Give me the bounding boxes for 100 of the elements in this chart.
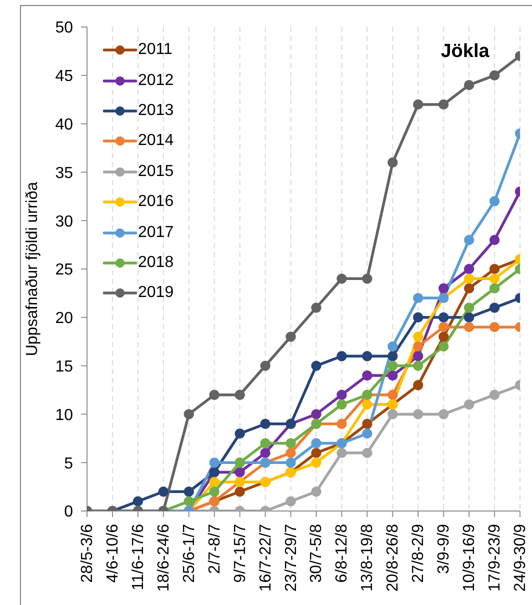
point [362, 418, 372, 429]
y-tick-label: 40 [55, 116, 74, 134]
point [438, 322, 449, 332]
x-tick-label: 16/7-22/7 [256, 524, 274, 592]
point [489, 322, 500, 332]
y-tick-label: 45 [55, 68, 74, 86]
point [413, 341, 424, 352]
y-tick-label: 10 [55, 406, 74, 424]
y-tick-label: 30 [55, 213, 74, 230]
point [362, 351, 372, 362]
point [388, 409, 398, 420]
point [311, 458, 322, 468]
legend-label: 2013 [138, 102, 174, 120]
x-tick-label: 25/6-1/7 [180, 524, 198, 583]
point [413, 292, 424, 304]
x-tick-label: 10/9-16/9 [460, 524, 478, 592]
point [438, 283, 449, 294]
point [489, 234, 500, 246]
y-tick-label: 25 [55, 262, 74, 279]
legend-label: 2018 [138, 254, 174, 272]
point [489, 283, 500, 294]
point [209, 486, 220, 497]
legend-label: 2011 [138, 41, 172, 60]
point [260, 418, 270, 429]
point [336, 448, 347, 458]
point [311, 448, 322, 458]
point [413, 351, 424, 362]
x-tick-label: 20/8-26/8 [384, 524, 402, 592]
legend-label: 2014 [138, 132, 174, 150]
point [438, 332, 449, 342]
point [336, 390, 347, 400]
point [413, 409, 424, 420]
point [413, 99, 424, 110]
point [132, 496, 144, 506]
x-tick-label: 23/7-29/7 [282, 524, 300, 592]
point [260, 360, 270, 371]
y-tick-label: 20 [55, 310, 74, 328]
point [158, 486, 169, 497]
text: Jökla [440, 40, 490, 64]
y-tick-label: 50 [55, 20, 74, 37]
point [464, 302, 474, 313]
legend-label: 2017 [138, 224, 174, 242]
point [286, 332, 296, 342]
point [362, 448, 372, 458]
point [260, 438, 270, 448]
point [464, 322, 474, 332]
point [388, 351, 398, 362]
point [260, 448, 270, 458]
point [388, 370, 398, 381]
x-tick-label: 28/5-3/6 [78, 524, 96, 583]
point [464, 283, 474, 294]
point [464, 80, 474, 90]
point [438, 312, 449, 322]
legend-label: 2015 [138, 162, 174, 181]
point [438, 409, 449, 420]
point [464, 312, 474, 322]
point [209, 476, 220, 488]
point [388, 390, 398, 400]
point [336, 351, 347, 362]
x-tick-label: 24/9-30/9 [512, 524, 528, 592]
y-tick-label: 35 [55, 164, 74, 182]
point [489, 274, 500, 284]
point [362, 370, 372, 381]
point [362, 274, 372, 284]
point [336, 399, 347, 410]
point [286, 458, 296, 468]
x-tick-label: 17/9-23/9 [486, 524, 504, 592]
y-tick-label: 0 [64, 504, 74, 521]
x-tick-label: 2/7-8/7 [206, 524, 223, 574]
point [362, 428, 372, 439]
x-tick-label: 30/7-5/8 [308, 524, 325, 583]
point [184, 409, 194, 420]
point [184, 496, 194, 506]
x-tick-label: 27/8-2/9 [410, 524, 427, 583]
point [362, 399, 372, 410]
point [464, 399, 474, 410]
x-tick-label: 9/7-15/7 [231, 524, 248, 583]
y-tick-label: 15 [55, 358, 74, 376]
y-tick-label: 5 [64, 455, 74, 472]
point [413, 312, 424, 322]
point [336, 418, 347, 429]
point [311, 486, 322, 497]
point [311, 360, 322, 371]
legend-label: 2012 [138, 72, 174, 90]
point [286, 448, 296, 458]
y-axis-title: Uppsafnaður fjöldi urriða [24, 182, 40, 356]
point [413, 332, 424, 342]
point [311, 409, 322, 420]
point [489, 302, 500, 313]
point [489, 70, 500, 80]
x-tick-label: 18/6-24/6 [154, 524, 172, 592]
legend-label: 2019 [138, 284, 174, 302]
x-tick-label: 11/6-17/6 [129, 524, 146, 590]
point [184, 486, 194, 497]
point [336, 274, 347, 284]
point [286, 438, 296, 448]
point [286, 496, 296, 506]
point [489, 390, 500, 400]
point [388, 341, 398, 352]
point [311, 438, 322, 448]
